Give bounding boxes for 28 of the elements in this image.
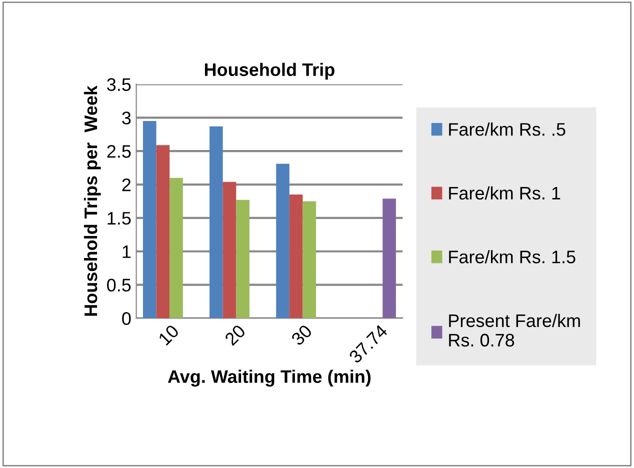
y-tick-label: 1.5 xyxy=(108,212,131,225)
legend-label: Fare/km Rs. .5 xyxy=(449,122,566,136)
x-tick-label: 30 xyxy=(290,324,313,346)
x-axis-title: Avg. Waiting Time (min) xyxy=(168,370,371,387)
y-tick-label: 3 xyxy=(122,112,131,124)
y-tick-label: 3.5 xyxy=(107,78,131,91)
bar xyxy=(156,145,170,318)
bar xyxy=(236,200,250,318)
x-tick-label: 10 xyxy=(158,324,180,346)
bar xyxy=(222,182,236,318)
y-tick-label: 2.5 xyxy=(107,145,131,158)
y-tick-label: 0.5 xyxy=(107,278,131,292)
y-tick-label: 0 xyxy=(122,312,131,325)
x-tick-label: 20 xyxy=(224,324,246,346)
legend-label: Present Fare/km Rs. 0.78 xyxy=(449,314,580,347)
legend-label: Fare/km Rs. 1 xyxy=(449,186,560,200)
chart-title: Household Trip xyxy=(204,62,334,80)
bar xyxy=(382,198,396,318)
bar xyxy=(170,178,183,318)
bar xyxy=(289,194,303,318)
y-axis-title: Household Trips per Week xyxy=(84,85,101,316)
bar xyxy=(302,201,316,318)
y-tick-label: 2 xyxy=(122,178,131,192)
y-tick-label: 1 xyxy=(122,246,131,258)
bar xyxy=(210,126,223,318)
legend-label: Fare/km Rs. 1.5 xyxy=(449,250,576,264)
bar xyxy=(142,121,156,318)
bar xyxy=(276,164,290,318)
